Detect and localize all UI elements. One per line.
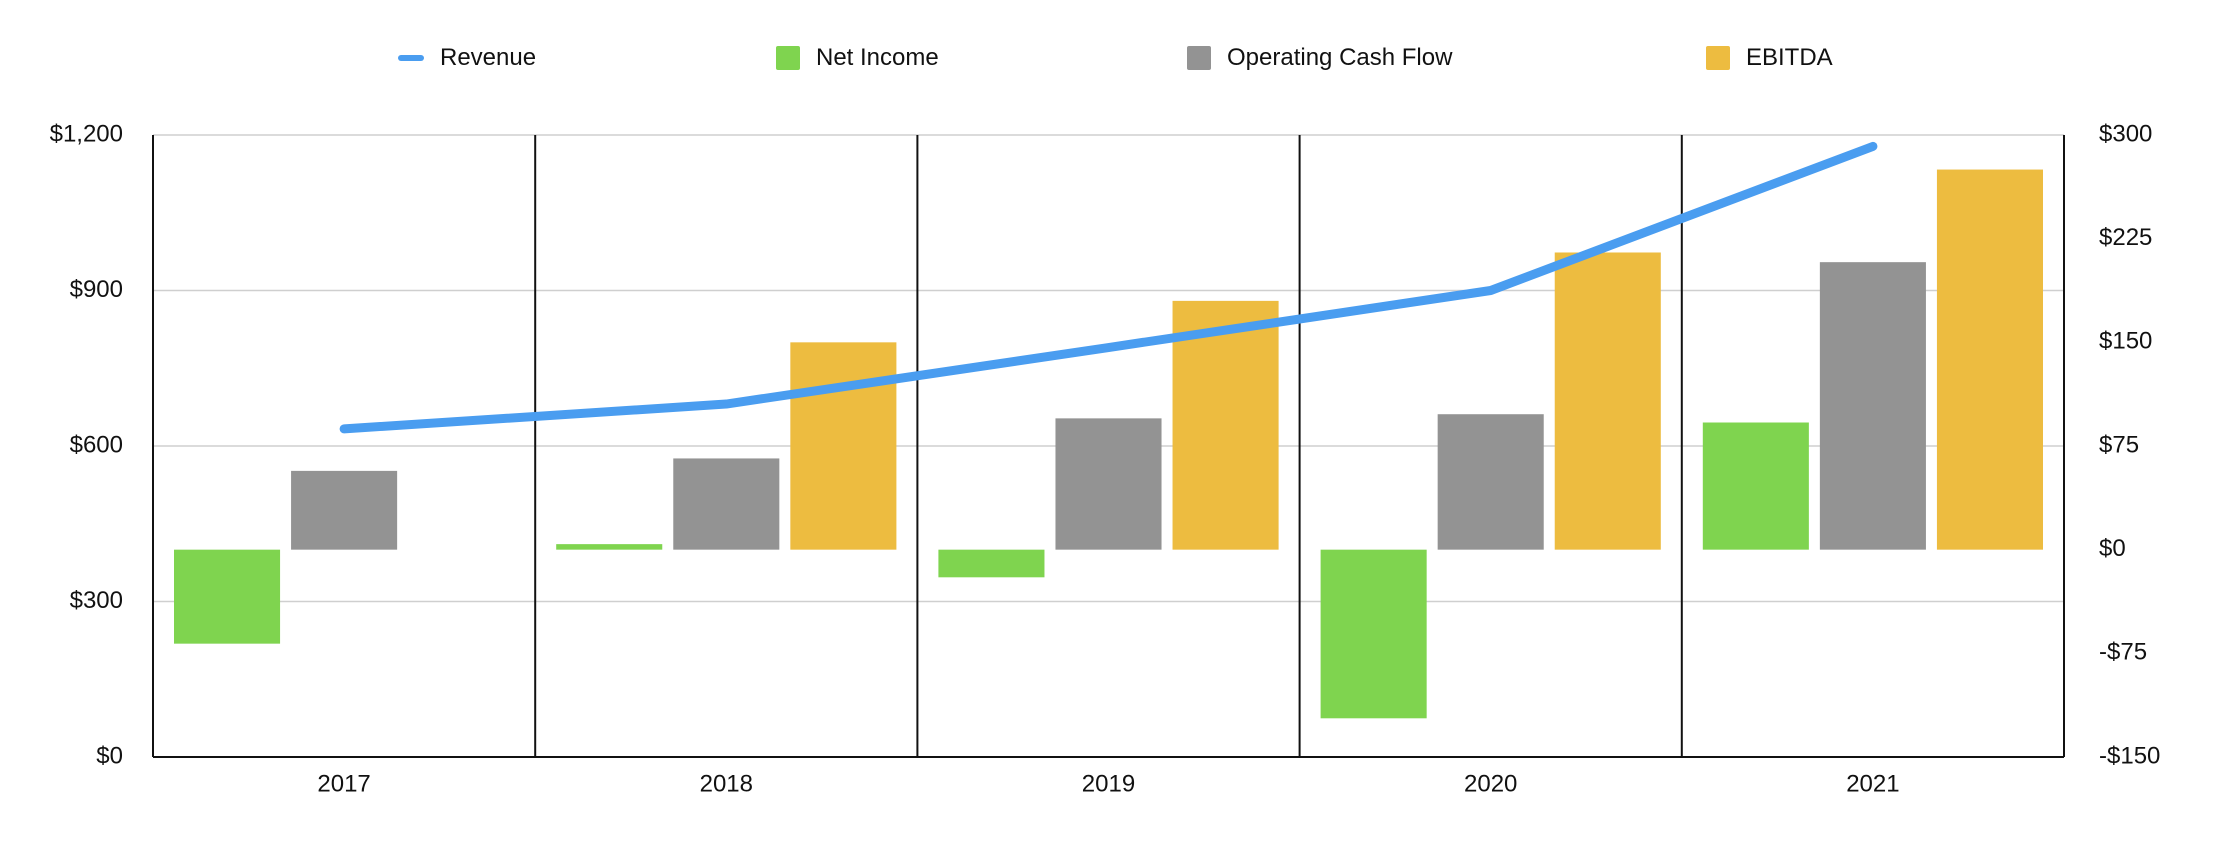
right-axis-tick-label-5: $225 — [2099, 224, 2152, 251]
legend-label-net-income: Net Income — [816, 44, 939, 71]
bar-net-income-2019 — [938, 549, 1045, 578]
right-axis-tick-label-0: -$150 — [2099, 742, 2160, 769]
bar-operating-cash-flow-2020 — [1437, 414, 1544, 550]
legend-swatch-operating-cash-flow — [1187, 46, 1211, 70]
left-axis-tick-label-4: $1,200 — [50, 120, 123, 147]
bar-operating-cash-flow-2017 — [291, 470, 398, 550]
x-axis-tick-label-3: 2020 — [1464, 770, 1517, 797]
bar-operating-cash-flow-2018 — [673, 458, 780, 550]
right-axis-tick-label-3: $75 — [2099, 431, 2139, 458]
right-axis-tick-label-1: -$75 — [2099, 639, 2147, 666]
legend-label-ebitda: EBITDA — [1746, 44, 1833, 71]
legend-item-operating-cash-flow: Operating Cash Flow — [1187, 38, 1452, 78]
bar-ebitda-2020 — [1554, 252, 1661, 550]
legend-item-net-income: Net Income — [776, 38, 939, 78]
x-axis-tick-label-4: 2021 — [1846, 770, 1899, 797]
right-axis-tick-label-4: $150 — [2099, 328, 2152, 355]
left-axis-tick-label-0: $0 — [96, 742, 123, 769]
bar-operating-cash-flow-2019 — [1055, 418, 1162, 550]
legend-item-ebitda: EBITDA — [1706, 38, 1833, 78]
right-axis-tick-label-2: $0 — [2099, 535, 2126, 562]
bar-net-income-2018 — [556, 544, 663, 550]
left-axis-tick-label-2: $600 — [70, 431, 123, 458]
x-axis-tick-label-2: 2019 — [1082, 770, 1135, 797]
x-axis-tick-label-1: 2018 — [700, 770, 753, 797]
legend-swatch-net-income — [776, 46, 800, 70]
bar-operating-cash-flow-2021 — [1819, 262, 1926, 550]
bar-ebitda-2021 — [1936, 169, 2043, 550]
bar-ebitda-2019 — [1172, 300, 1279, 550]
left-axis-tick-label-3: $900 — [70, 276, 123, 303]
bar-net-income-2021 — [1702, 422, 1809, 550]
legend-label-revenue: Revenue — [440, 44, 537, 71]
legend-item-revenue: Revenue — [398, 38, 536, 78]
chart-legend: Revenue Net Income Operating Cash Flow E… — [0, 38, 2220, 78]
bar-net-income-2020 — [1320, 549, 1427, 719]
right-axis-tick-label-6: $300 — [2099, 120, 2152, 147]
line-revenue — [339, 141, 1878, 434]
x-axis-tick-label-0: 2017 — [317, 770, 370, 797]
left-axis-tick-label-1: $300 — [70, 587, 123, 614]
bar-ebitda-2018 — [790, 342, 897, 550]
legend-swatch-ebitda — [1706, 46, 1730, 70]
legend-swatch-revenue — [398, 55, 424, 61]
legend-label-operating-cash-flow: Operating Cash Flow — [1227, 44, 1453, 71]
bar-net-income-2017 — [174, 549, 281, 644]
